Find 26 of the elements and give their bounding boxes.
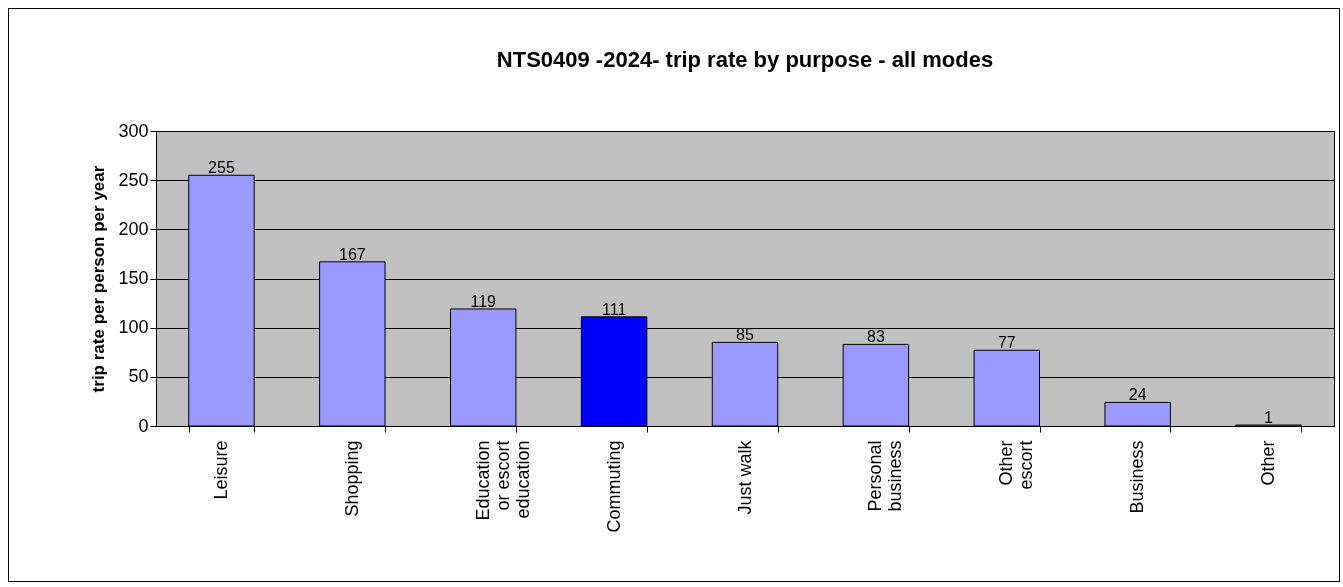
data-label: 119: [470, 292, 497, 310]
x-tick-label: Leisure: [210, 440, 231, 500]
x-tick-label: Just walk: [734, 439, 755, 515]
x-tick-label: Commuting: [603, 440, 624, 533]
data-label: 24: [1128, 386, 1147, 404]
y-tick-label: 300: [118, 120, 149, 141]
x-tick-label: Other: [1258, 440, 1279, 486]
y-axis-title: trip rate per person per year: [89, 165, 109, 393]
y-tick-label: 150: [118, 268, 149, 288]
data-label: 167: [338, 245, 366, 263]
x-tick-label: Education or escort education: [472, 440, 533, 521]
chart-title: NTS0409 -2024- trip rate by purpose - all modes: [496, 47, 994, 72]
x-tick-label: Business: [1127, 440, 1148, 514]
y-tick-label: 50: [128, 366, 149, 387]
y-tick-label: 100: [118, 317, 149, 338]
y-tick-label: 0: [138, 415, 149, 436]
data-label: 83: [866, 328, 885, 346]
data-label: 77: [997, 334, 1016, 352]
data-label: 111: [601, 300, 627, 318]
x-tick-label: Other escort: [996, 440, 1037, 490]
y-tick-label: 200: [118, 218, 149, 239]
data-label: 1: [1264, 409, 1274, 427]
y-tick-label: 250: [118, 169, 149, 190]
x-tick-label: Personal business: [865, 440, 906, 512]
data-label: 255: [208, 159, 235, 177]
x-tick-label: Shopping: [341, 440, 362, 517]
